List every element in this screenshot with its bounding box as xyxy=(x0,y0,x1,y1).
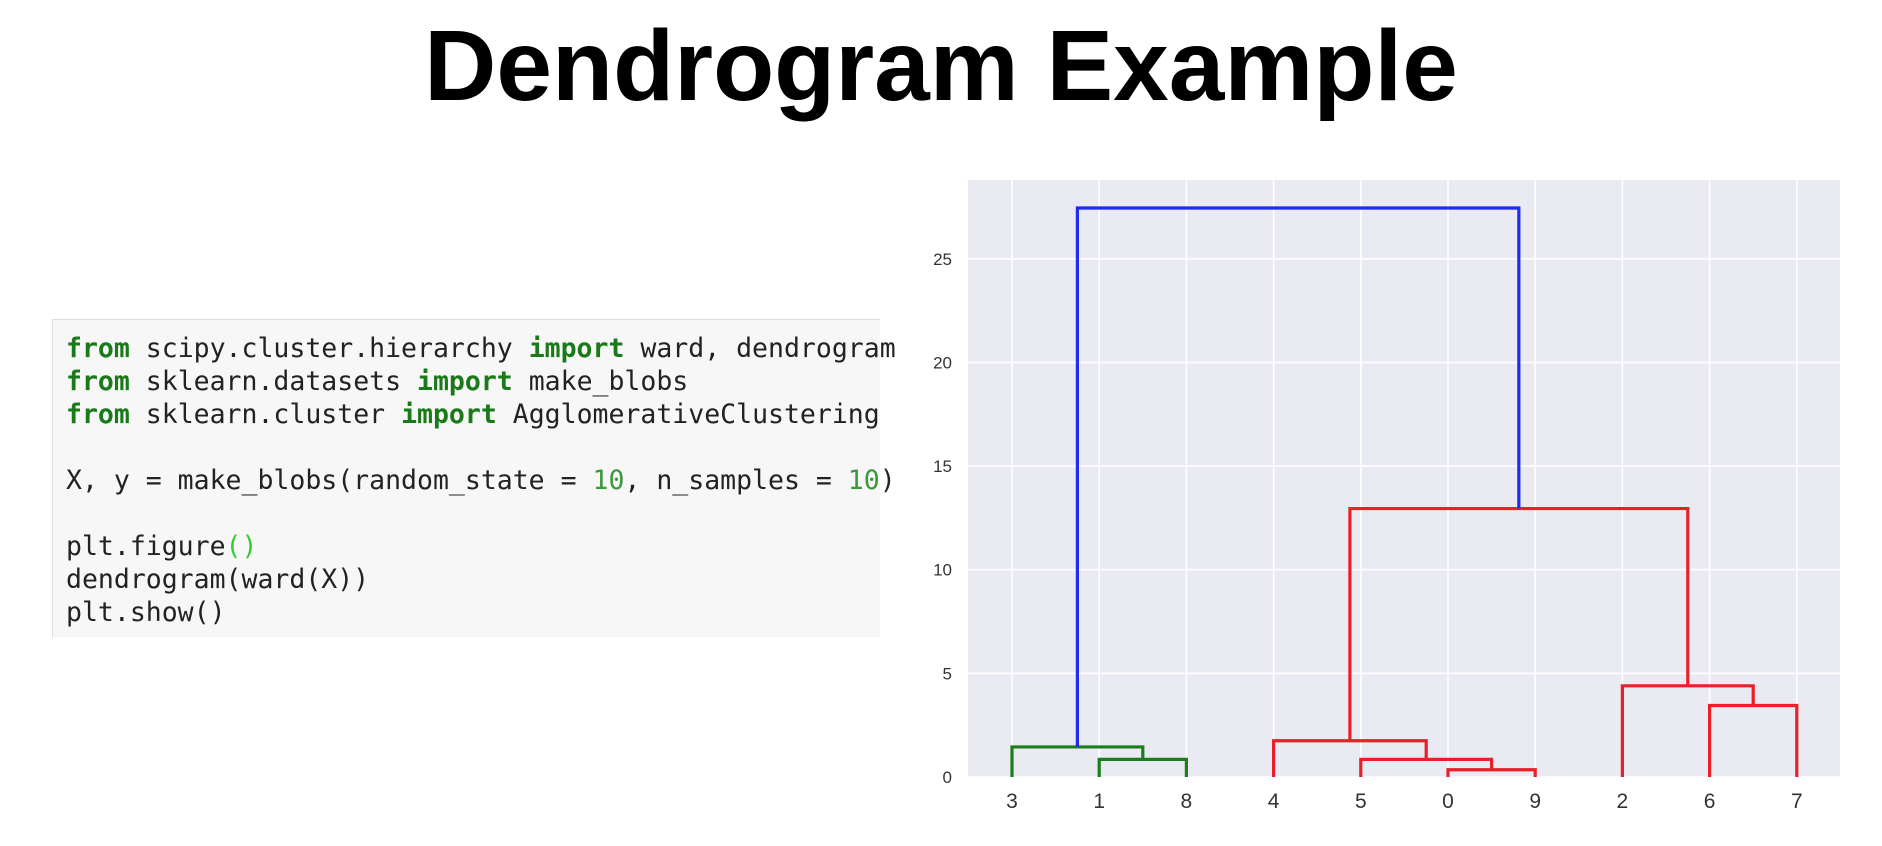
code-line: dendrogram(ward(X)) xyxy=(66,563,880,596)
code-token: scipy.cluster.hierarchy xyxy=(129,333,529,364)
dendrogram-link xyxy=(1446,768,1537,777)
plot-area xyxy=(968,180,1840,777)
x-tick-label: 5 xyxy=(1355,790,1367,813)
x-tick-label: 1 xyxy=(1093,790,1105,813)
code-token: make_blobs xyxy=(512,366,689,397)
y-tick-label: 15 xyxy=(933,457,952,476)
code-number: 10 xyxy=(847,465,880,496)
code-token: AgglomerativeClustering xyxy=(496,399,880,430)
code-token: ward, dendrogram xyxy=(624,333,896,364)
dendrogram-link xyxy=(1620,684,1755,777)
dendrogram-link xyxy=(1075,206,1521,747)
code-token: sklearn.datasets xyxy=(129,366,418,397)
code-token: ) xyxy=(879,465,896,496)
x-tick-label: 8 xyxy=(1181,790,1193,813)
code-keyword: from xyxy=(66,399,130,430)
y-tick-label: 10 xyxy=(933,561,952,580)
code-token: plt.show() xyxy=(66,597,226,628)
y-tick-label: 20 xyxy=(933,353,952,372)
code-line: from sklearn.datasets import make_blobs xyxy=(66,365,880,398)
code-line: X, y = make_blobs(random_state = 10, n_s… xyxy=(66,464,896,497)
x-tick-label: 4 xyxy=(1268,790,1280,813)
code-token: , n_samples = xyxy=(624,465,848,496)
slide-title: Dendrogram Example xyxy=(424,10,1458,122)
code-token: sklearn.cluster xyxy=(129,399,402,430)
x-tick-label: 2 xyxy=(1617,790,1629,813)
x-tick-label: 0 xyxy=(1442,790,1454,813)
code-token: plt.figure xyxy=(66,531,226,562)
code-line: plt.show() xyxy=(66,596,880,629)
x-tick-label: 9 xyxy=(1529,790,1541,813)
dendrogram-link xyxy=(1010,745,1145,777)
code-line: plt.figure() xyxy=(66,530,880,563)
code-keyword: from xyxy=(66,333,130,364)
code-keyword: import xyxy=(417,366,513,397)
y-tick-label: 25 xyxy=(933,250,952,269)
x-tick-label: 3 xyxy=(1006,790,1018,813)
code-block: from scipy.cluster.hierarchy import ward… xyxy=(53,320,896,629)
y-tick-label: 0 xyxy=(943,768,952,787)
code-line: from sklearn.cluster import Agglomerativ… xyxy=(66,398,880,431)
code-keyword: import xyxy=(528,333,625,364)
x-tick-label: 7 xyxy=(1791,790,1803,813)
x-tick-label: 6 xyxy=(1704,790,1716,813)
dendrogram-link xyxy=(1272,739,1428,777)
code-token: () xyxy=(225,531,258,562)
code-number: 10 xyxy=(592,465,625,496)
code-line: from scipy.cluster.hierarchy import ward… xyxy=(66,332,896,365)
code-keyword: from xyxy=(66,366,130,397)
code-token: X, y = make_blobs(random_state = xyxy=(66,465,593,496)
code-keyword: import xyxy=(401,399,497,430)
code-token: dendrogram(ward(X)) xyxy=(66,564,370,595)
y-tick-label: 5 xyxy=(943,664,952,683)
code-cell[interactable]: from scipy.cluster.hierarchy import ward… xyxy=(52,319,896,637)
